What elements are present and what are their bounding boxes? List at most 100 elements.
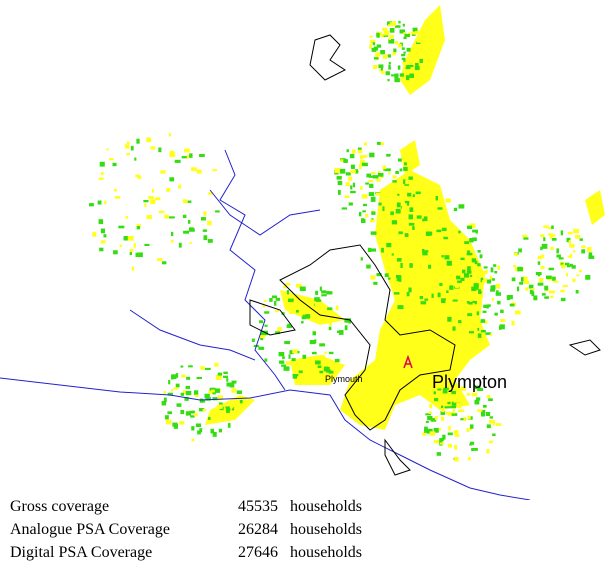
coverage-map: Plympton Plymouth A: [0, 5, 605, 500]
coverage-speck: [407, 192, 412, 197]
coverage-speck: [361, 155, 368, 158]
coverage-speck: [182, 214, 187, 219]
coverage-speck: [588, 252, 593, 257]
coverage-speck: [221, 414, 228, 419]
coverage-speck: [494, 270, 498, 274]
coverage-speck: [499, 324, 505, 330]
coverage-speck: [410, 31, 417, 35]
coverage-speck: [168, 380, 171, 385]
coverage-speck: [572, 278, 576, 283]
coverage-speck: [408, 214, 413, 220]
coverage-speck: [567, 255, 572, 258]
coverage-speck: [450, 387, 454, 393]
coverage-speck: [453, 207, 458, 212]
coverage-speck: [448, 425, 451, 431]
coverage-speck: [403, 58, 406, 62]
coverage-speck: [129, 251, 133, 256]
coastline: [0, 149, 531, 500]
coverage-speck: [146, 137, 152, 143]
coverage-speck: [370, 248, 376, 252]
coverage-speck: [467, 250, 471, 255]
coverage-speck: [373, 57, 379, 60]
coverage-speck: [395, 25, 401, 28]
coverage-speck: [480, 411, 486, 417]
coverage-speck: [126, 153, 130, 156]
coverage-speck: [189, 227, 194, 231]
coverage-speck: [106, 148, 109, 151]
coverage-speck: [229, 382, 235, 388]
coverage-speck: [226, 408, 230, 413]
coverage-speck: [469, 305, 475, 310]
coverage-speck: [275, 310, 279, 313]
coverage-speck: [569, 244, 575, 248]
coverage-speck: [173, 387, 179, 390]
coverage-speck: [486, 448, 490, 454]
coverage-speck: [191, 438, 195, 442]
boundary: [249, 299, 296, 336]
coverage-speck: [125, 215, 129, 219]
coverage-speck: [466, 393, 471, 396]
coverage-speck: [379, 68, 383, 72]
coverage-speck: [285, 282, 291, 286]
coverage-speck: [210, 416, 216, 420]
coverage-speck: [289, 350, 294, 355]
coverage-speck: [151, 189, 155, 193]
coverage-speck: [377, 172, 384, 177]
coverage-speck: [367, 247, 372, 253]
coverage-speck: [366, 173, 371, 178]
coverage-speck: [398, 20, 401, 24]
coverage-speck: [171, 231, 174, 237]
coverage-speck: [415, 62, 419, 67]
coverage-speck: [214, 388, 220, 393]
coverage-speck: [474, 328, 478, 332]
coverage-speck: [113, 250, 118, 255]
coverage-speck: [239, 399, 243, 404]
coverage-speck: [394, 78, 400, 83]
coverage-speck: [359, 155, 364, 160]
coverage-speck: [574, 235, 581, 239]
coverage-speck: [402, 61, 405, 65]
coverage-speck: [476, 311, 480, 316]
coverage-speck: [368, 175, 374, 178]
coverage-speck: [182, 390, 187, 395]
coverage-speck: [405, 66, 411, 70]
coverage-speck: [136, 223, 141, 228]
coverage-speck: [511, 277, 516, 282]
coverage-speck: [467, 313, 473, 317]
coverage-speck: [500, 309, 504, 314]
coverage-speck: [371, 172, 376, 175]
coverage-speck: [383, 34, 389, 37]
coverage-speck: [386, 242, 392, 248]
coverage-speck: [172, 422, 178, 427]
coverage-speck: [184, 396, 189, 401]
coverage-speck: [447, 443, 453, 448]
coverage-speck: [251, 338, 255, 342]
coverage-speck: [317, 365, 322, 369]
coverage-speck: [135, 252, 138, 257]
coverage-speck: [368, 179, 374, 183]
coverage-speck: [404, 163, 410, 166]
boundary: [384, 438, 411, 476]
row-label: Digital PSA Coverage: [10, 544, 153, 561]
coverage-speck: [483, 404, 487, 408]
coast: [0, 377, 531, 500]
coverage-speck: [351, 149, 356, 154]
coverage-speck: [178, 184, 182, 189]
coverage-speck: [460, 277, 465, 282]
coverage-speck: [489, 333, 493, 336]
coverage-speck: [552, 280, 559, 283]
coverage-speck: [163, 391, 166, 394]
coverage-speck: [178, 242, 182, 248]
coverage-speck: [479, 290, 482, 294]
coverage-speck: [471, 325, 478, 329]
coverage-speck: [409, 65, 414, 68]
river: [219, 149, 286, 391]
coverage-speck: [352, 182, 356, 188]
coverage-speck: [433, 391, 437, 395]
coverage-speck: [328, 351, 334, 355]
coverage-speck: [400, 196, 403, 200]
coverage-speck: [474, 260, 478, 265]
coverage-speck: [422, 250, 428, 256]
coverage-speck: [319, 355, 325, 360]
